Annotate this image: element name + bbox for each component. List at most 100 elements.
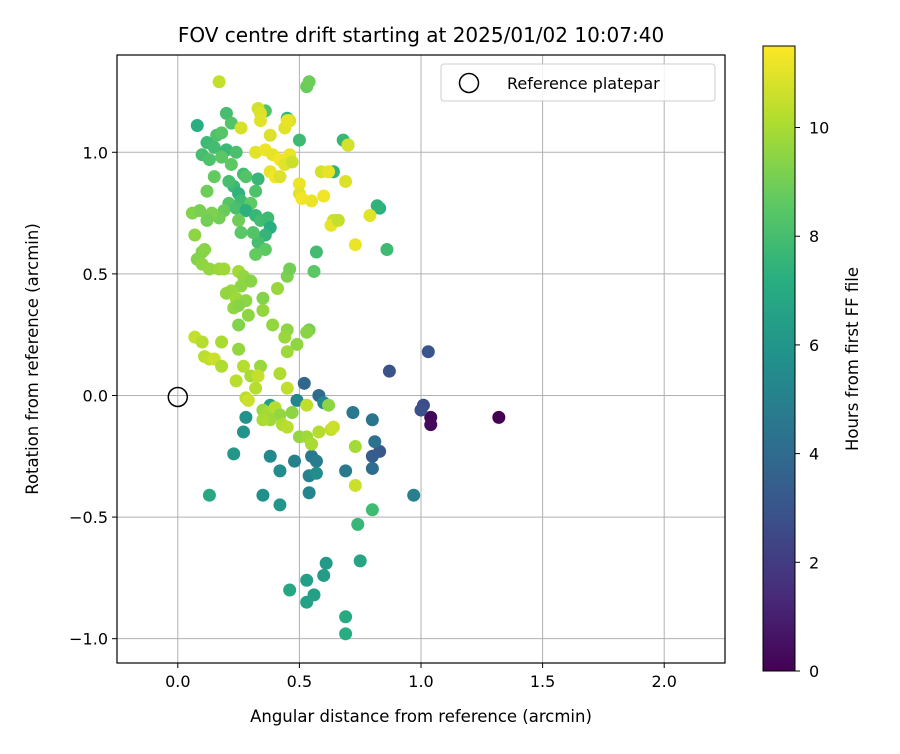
data-point	[239, 410, 253, 424]
data-point	[236, 359, 250, 373]
data-point	[348, 238, 362, 252]
data-point	[305, 437, 319, 451]
x-axis-ticks: 0.0 0.5 1.0 1.5 2.0	[165, 663, 677, 691]
data-point	[331, 213, 345, 227]
data-point	[300, 573, 314, 587]
data-point	[309, 466, 323, 480]
data-point	[317, 568, 331, 582]
data-point	[224, 116, 238, 130]
data-point	[424, 418, 438, 432]
data-point	[249, 381, 263, 395]
data-point	[256, 303, 270, 317]
data-point	[382, 364, 396, 378]
chart-title: FOV centre drift starting at 2025/01/02 …	[178, 23, 664, 47]
data-point	[339, 174, 353, 188]
x-tick-label: 0.5	[287, 672, 312, 691]
data-point	[222, 174, 236, 188]
y-tick-label: 0.5	[83, 265, 108, 284]
data-point	[234, 279, 248, 293]
data-point	[249, 247, 263, 261]
data-point	[283, 262, 297, 276]
data-point	[188, 228, 202, 242]
data-point	[207, 170, 221, 184]
legend: Reference platepar	[440, 63, 716, 102]
data-point	[253, 359, 267, 373]
data-point	[215, 150, 229, 164]
data-point	[363, 209, 377, 223]
data-point	[217, 262, 231, 276]
data-point	[339, 627, 353, 641]
data-point	[326, 420, 340, 434]
data-point	[241, 308, 255, 322]
data-point	[309, 245, 323, 259]
data-point	[256, 291, 270, 305]
x-tick-label: 2.0	[651, 672, 676, 691]
data-point	[351, 517, 365, 531]
data-point	[234, 226, 248, 240]
data-point	[292, 133, 306, 147]
data-point	[295, 191, 309, 205]
data-point	[256, 488, 270, 502]
data-point	[263, 449, 277, 463]
data-point	[241, 393, 255, 407]
data-point	[348, 440, 362, 454]
data-point	[280, 381, 294, 395]
data-point	[256, 413, 270, 427]
data-point	[297, 376, 311, 390]
data-point	[365, 449, 379, 463]
y-tick-label: −0.5	[69, 508, 108, 527]
data-point	[492, 410, 506, 424]
data-point	[312, 425, 326, 439]
data-point	[285, 155, 299, 169]
data-point	[207, 140, 221, 154]
legend-entry-reference-platepar: Reference platepar	[507, 74, 660, 93]
data-point	[346, 406, 360, 420]
data-point	[251, 172, 265, 186]
data-point	[288, 454, 302, 468]
data-point	[292, 177, 306, 191]
colorbar-tick-label: 6	[809, 336, 819, 355]
data-point	[280, 114, 294, 128]
data-point	[198, 243, 212, 257]
data-point	[244, 274, 258, 288]
legend-marker	[458, 72, 480, 94]
data-point	[273, 367, 287, 381]
data-point	[215, 126, 229, 140]
data-point	[280, 420, 294, 434]
data-point	[365, 461, 379, 475]
colorbar-label: Hours from first FF file	[843, 267, 862, 451]
data-point	[273, 498, 287, 512]
data-point	[290, 393, 304, 407]
data-point	[407, 488, 421, 502]
data-point	[307, 264, 321, 278]
data-point	[339, 610, 353, 624]
data-point	[421, 345, 435, 359]
y-axis-label: Rotation from reference (arcmin)	[23, 223, 42, 495]
y-tick-label: 0.0	[83, 386, 108, 405]
x-tick-label: 1.0	[408, 672, 433, 691]
data-point	[273, 170, 287, 184]
data-point	[202, 488, 216, 502]
colorbar-tick-label: 0	[809, 662, 819, 681]
data-point	[219, 286, 233, 300]
data-point	[212, 75, 226, 89]
data-point	[249, 145, 263, 159]
data-point	[283, 583, 297, 597]
y-tick-label: −1.0	[69, 630, 108, 649]
y-tick-label: 1.0	[83, 143, 108, 162]
reference-platepar-marker	[167, 386, 189, 408]
data-point	[253, 114, 267, 128]
data-point	[370, 199, 384, 213]
data-point	[302, 486, 316, 500]
data-point	[227, 447, 241, 461]
data-point	[305, 194, 319, 208]
data-point	[273, 464, 287, 478]
data-point	[261, 211, 275, 225]
data-point	[317, 189, 331, 203]
data-point	[239, 204, 253, 218]
data-point	[219, 106, 233, 120]
colorbar-tick-label: 8	[809, 227, 819, 246]
data-point	[278, 330, 292, 344]
